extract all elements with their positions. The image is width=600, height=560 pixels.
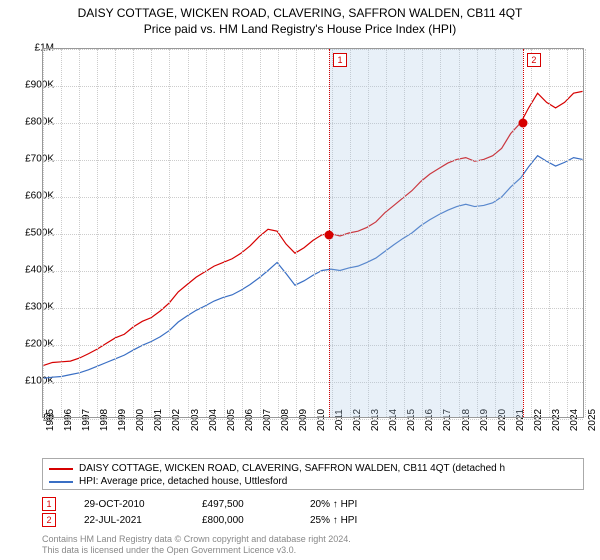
legend: DAISY COTTAGE, WICKEN ROAD, CLAVERING, S… [42,458,584,490]
transaction-price: £800,000 [202,515,282,526]
transactions-table: 1 29-OCT-2010 £497,500 20% ↑ HPI 2 22-JU… [42,496,357,528]
chart-marker-dot [324,230,333,239]
transaction-pct: 25% ↑ HPI [310,515,357,526]
chart-marker-dot [518,119,527,128]
footer-line: Contains HM Land Registry data © Crown c… [42,534,351,545]
legend-label: DAISY COTTAGE, WICKEN ROAD, CLAVERING, S… [79,463,505,474]
chart-plot-area: 12 [42,48,584,418]
legend-label: HPI: Average price, detached house, Uttl… [79,476,287,487]
transaction-marker: 2 [42,513,56,527]
footer-line: This data is licensed under the Open Gov… [42,545,351,556]
x-tick-label: 2025 [587,409,598,431]
legend-item: DAISY COTTAGE, WICKEN ROAD, CLAVERING, S… [49,462,577,475]
legend-swatch [49,468,73,470]
transaction-pct: 20% ↑ HPI [310,499,357,510]
legend-swatch [49,481,73,483]
transaction-marker: 1 [42,497,56,511]
chart-container: DAISY COTTAGE, WICKEN ROAD, CLAVERING, S… [0,0,600,560]
legend-item: HPI: Average price, detached house, Uttl… [49,475,577,488]
title-block: DAISY COTTAGE, WICKEN ROAD, CLAVERING, S… [0,0,600,38]
chart-marker-label: 2 [527,53,541,67]
chart-subtitle: Price paid vs. HM Land Registry's House … [10,22,590,36]
transaction-date: 22-JUL-2021 [84,515,174,526]
transaction-row: 2 22-JUL-2021 £800,000 25% ↑ HPI [42,512,357,528]
transaction-date: 29-OCT-2010 [84,499,174,510]
chart-marker-label: 1 [333,53,347,67]
transaction-row: 1 29-OCT-2010 £497,500 20% ↑ HPI [42,496,357,512]
footer-attribution: Contains HM Land Registry data © Crown c… [42,534,351,556]
transaction-price: £497,500 [202,499,282,510]
chart-title: DAISY COTTAGE, WICKEN ROAD, CLAVERING, S… [10,6,590,20]
